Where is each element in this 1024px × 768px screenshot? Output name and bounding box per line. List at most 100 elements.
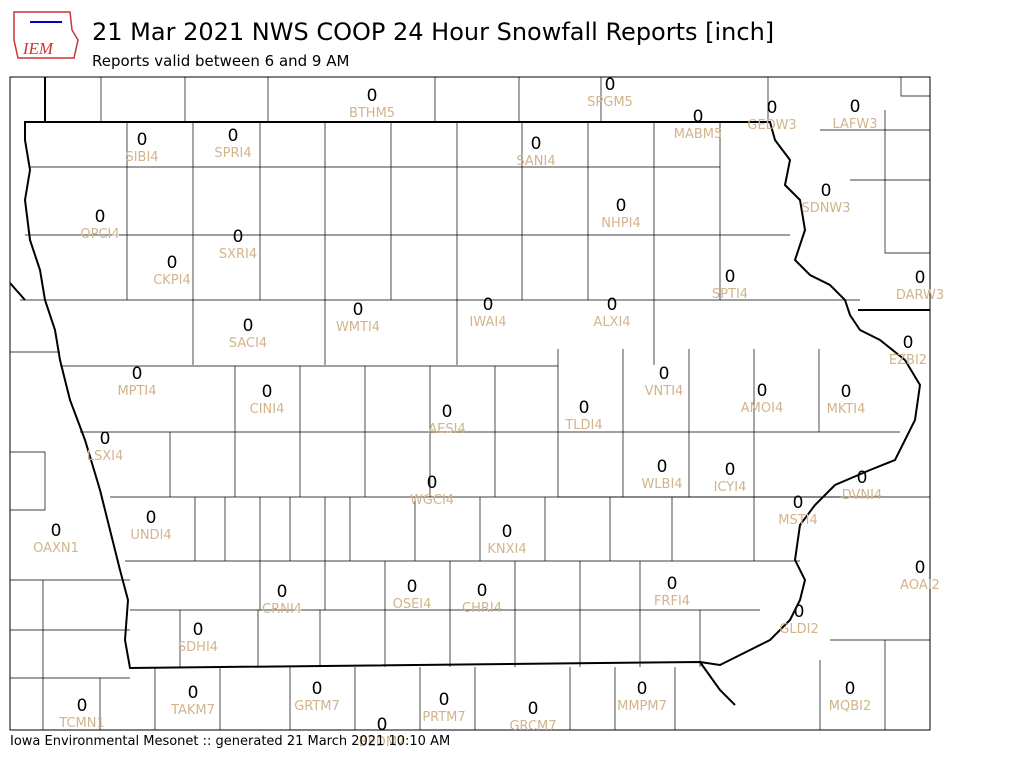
station-id: DARW3 <box>896 288 944 303</box>
station-value: 0 <box>228 126 239 146</box>
station-id: NHPI4 <box>601 216 640 231</box>
station-value: 0 <box>579 398 590 418</box>
station-value: 0 <box>502 522 513 542</box>
station-id: BTHM5 <box>349 106 395 121</box>
station-id: GRCM7 <box>509 719 556 734</box>
station-id: GLDI2 <box>779 622 818 637</box>
station-value: 0 <box>277 582 288 602</box>
station-value: 0 <box>757 381 768 401</box>
station-id: GRTM7 <box>294 699 340 714</box>
footer: Iowa Environmental Mesonet :: generated … <box>10 734 450 749</box>
station-value: 0 <box>100 429 111 449</box>
station-value: 0 <box>903 333 914 353</box>
station-id: SACI4 <box>229 336 267 351</box>
station-id: WGCI4 <box>410 493 454 508</box>
station-value: 0 <box>528 699 539 719</box>
station-id: IWAI4 <box>470 315 507 330</box>
station-value: 0 <box>605 75 616 95</box>
station-value: 0 <box>95 207 106 227</box>
station-id: AESI4 <box>428 422 465 437</box>
station-id: OSEI4 <box>393 597 432 612</box>
station-id: DVNI4 <box>842 488 883 503</box>
station-value: 0 <box>915 558 926 578</box>
station-value: 0 <box>377 715 388 735</box>
station-id: WLBI4 <box>641 477 682 492</box>
station-value: 0 <box>616 196 627 216</box>
station-id: KNXI4 <box>487 542 526 557</box>
station-value: 0 <box>233 227 244 247</box>
state-borders <box>9 77 930 706</box>
station-value: 0 <box>243 316 254 336</box>
station-id: TCMN1 <box>58 716 104 731</box>
station-id: ICYI4 <box>714 480 747 495</box>
station-value: 0 <box>146 508 157 528</box>
station-value: 0 <box>137 130 148 150</box>
station-value: 0 <box>725 267 736 287</box>
station-id: AMOI4 <box>741 401 783 416</box>
station-id: LSXI4 <box>87 449 124 464</box>
station-value: 0 <box>659 364 670 384</box>
station-id: UNDI4 <box>130 528 171 543</box>
station-value: 0 <box>439 690 450 710</box>
station-value: 0 <box>767 98 778 118</box>
station-value: 0 <box>407 577 418 597</box>
station-value: 0 <box>915 268 926 288</box>
station-id: SANI4 <box>516 154 555 169</box>
station-value: 0 <box>188 683 199 703</box>
station-value: 0 <box>693 107 704 127</box>
station-id: SPGM5 <box>587 95 633 110</box>
station-layer: 0BTHM50SPGM50MABM50GEDW30LAFW30SIBI40SPR… <box>33 75 944 750</box>
station-value: 0 <box>367 86 378 106</box>
station-id: MABM5 <box>674 127 723 142</box>
station-value: 0 <box>793 493 804 513</box>
station-value: 0 <box>841 382 852 402</box>
station-value: 0 <box>857 468 868 488</box>
station-id: CKPI4 <box>153 273 191 288</box>
station-id: CRNI4 <box>262 602 302 617</box>
station-id: MSTI4 <box>778 513 818 528</box>
station-value: 0 <box>167 253 178 273</box>
station-id: SPTI4 <box>712 287 748 302</box>
station-value: 0 <box>667 574 678 594</box>
station-value: 0 <box>821 181 832 201</box>
title: 21 Mar 2021 NWS COOP 24 Hour Snowfall Re… <box>92 18 774 46</box>
station-id: CHRI4 <box>462 601 502 616</box>
station-id: TAKM7 <box>170 703 215 718</box>
station-id: SIBI4 <box>125 150 158 165</box>
station-id: OPCI4 <box>80 227 119 242</box>
station-value: 0 <box>477 581 488 601</box>
station-value: 0 <box>77 696 88 716</box>
map-frame <box>9 76 931 731</box>
subtitle: Reports valid between 6 and 9 AM <box>92 52 349 70</box>
station-value: 0 <box>353 300 364 320</box>
station-value: 0 <box>637 679 648 699</box>
station-value: 0 <box>312 679 323 699</box>
station-id: OAXN1 <box>33 541 79 556</box>
county-lines <box>10 77 930 730</box>
station-id: SDNW3 <box>801 201 850 216</box>
station-value: 0 <box>725 460 736 480</box>
station-value: 0 <box>51 521 62 541</box>
station-id: VNTI4 <box>645 384 684 399</box>
station-id: EZBI2 <box>889 353 927 368</box>
station-id: MKTI4 <box>827 402 866 417</box>
station-value: 0 <box>845 679 856 699</box>
station-id: BEDM7 <box>359 735 406 750</box>
station-value: 0 <box>531 134 542 154</box>
station-value: 0 <box>262 382 273 402</box>
station-value: 0 <box>193 620 204 640</box>
station-id: LAFW3 <box>832 117 877 132</box>
logo-outline <box>13 11 79 59</box>
station-id: SPRI4 <box>214 146 251 161</box>
station-id: PRTM7 <box>422 710 465 725</box>
station-id: ALXI4 <box>593 315 630 330</box>
logo: IEM <box>13 11 79 59</box>
station-id: MPTI4 <box>117 384 156 399</box>
station-id: TLDI4 <box>564 418 602 433</box>
station-value: 0 <box>427 473 438 493</box>
station-value: 0 <box>442 402 453 422</box>
station-id: GEDW3 <box>747 118 796 133</box>
station-id: SXRI4 <box>219 247 257 262</box>
